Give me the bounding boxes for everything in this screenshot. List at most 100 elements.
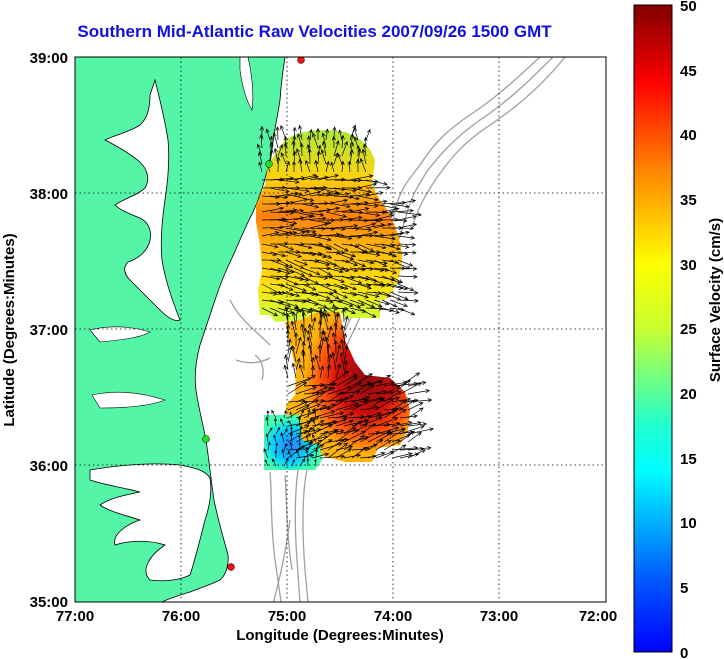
current-vector <box>293 173 318 181</box>
current-vector <box>349 207 370 213</box>
current-vector <box>351 419 369 427</box>
current-vector <box>373 282 392 287</box>
current-vector <box>280 152 287 165</box>
current-vector <box>319 454 346 459</box>
current-vector <box>301 258 320 263</box>
current-vector <box>298 363 305 379</box>
current-vector <box>335 394 355 403</box>
x-tick-label: 73:00 <box>480 608 518 625</box>
current-vector <box>375 380 395 387</box>
current-vector <box>407 422 428 427</box>
current-vector <box>287 430 309 443</box>
current-vector <box>359 384 375 395</box>
velocity-field-south <box>285 312 410 462</box>
current-vector <box>327 385 352 395</box>
current-vector <box>267 427 273 435</box>
current-vector <box>294 332 299 347</box>
current-vector <box>397 199 417 205</box>
current-vector <box>289 441 293 451</box>
current-vector <box>397 298 419 303</box>
current-vector <box>349 227 373 232</box>
current-vector <box>359 411 382 419</box>
current-vector <box>315 127 321 140</box>
colorbar-tick-label: 0 <box>680 645 688 659</box>
current-vector <box>407 407 424 419</box>
y-tick-label: 35:00 <box>30 594 68 611</box>
current-vector <box>355 158 360 173</box>
current-vector <box>331 351 337 371</box>
current-vector <box>397 235 416 240</box>
current-vector <box>381 243 401 251</box>
current-vector <box>357 307 377 318</box>
current-vector <box>341 283 358 291</box>
current-vector <box>383 439 401 451</box>
current-vector <box>263 448 269 459</box>
current-vector <box>285 208 304 213</box>
current-vector <box>357 259 375 265</box>
current-vector <box>343 431 366 443</box>
current-vector <box>290 425 293 435</box>
current-vector <box>301 175 319 181</box>
current-vector <box>341 275 363 285</box>
current-vector <box>312 434 317 443</box>
current-vector <box>357 230 379 237</box>
current-vector <box>311 431 329 443</box>
current-vector <box>291 345 297 363</box>
current-vector <box>367 389 387 395</box>
current-vector <box>333 223 359 229</box>
current-vector <box>277 144 283 157</box>
current-vector <box>375 390 395 395</box>
current-vector <box>257 151 263 165</box>
current-vector <box>351 446 368 459</box>
current-vector <box>381 207 400 213</box>
current-vector <box>303 415 320 427</box>
grid-lines <box>75 57 606 602</box>
current-vector <box>303 439 323 451</box>
current-vector <box>323 308 329 323</box>
current-vector <box>357 182 378 189</box>
current-vector <box>309 259 331 267</box>
current-vector <box>357 148 362 165</box>
current-vector <box>325 198 349 205</box>
current-vector <box>307 344 313 363</box>
current-vector <box>351 423 368 435</box>
x-tick-label: 76:00 <box>162 608 200 625</box>
current-vector <box>343 381 362 395</box>
current-vector <box>365 179 388 186</box>
current-vector <box>327 438 345 451</box>
current-vector <box>397 242 417 247</box>
current-vector <box>309 307 331 317</box>
current-vector <box>298 441 302 451</box>
current-vector <box>283 428 288 435</box>
current-vector <box>309 219 332 225</box>
current-vector <box>381 307 400 314</box>
current-vector <box>317 173 339 181</box>
current-vector <box>365 233 385 238</box>
current-vector <box>357 291 380 298</box>
current-vector <box>335 374 358 387</box>
station-marker <box>265 160 273 168</box>
current-vector <box>365 243 387 250</box>
current-vector <box>341 215 363 221</box>
albemarle-sound <box>89 463 212 582</box>
current-vector <box>365 191 384 197</box>
current-vector <box>298 124 303 141</box>
current-vector <box>289 432 294 443</box>
current-vector <box>357 243 375 252</box>
current-vector <box>307 416 313 427</box>
current-vector <box>317 344 322 363</box>
current-vector <box>327 442 349 459</box>
current-vector <box>365 185 391 190</box>
current-vector <box>367 397 385 411</box>
current-vector <box>295 433 312 443</box>
current-vector <box>353 136 359 149</box>
current-vector <box>397 290 419 295</box>
current-vector <box>389 275 404 283</box>
current-vector <box>291 311 297 331</box>
x-tick-label: 75:00 <box>268 608 306 625</box>
current-vector <box>318 308 323 323</box>
current-vector <box>314 458 317 467</box>
current-vector <box>285 291 301 298</box>
current-vector <box>307 426 312 435</box>
current-vector <box>351 401 369 411</box>
